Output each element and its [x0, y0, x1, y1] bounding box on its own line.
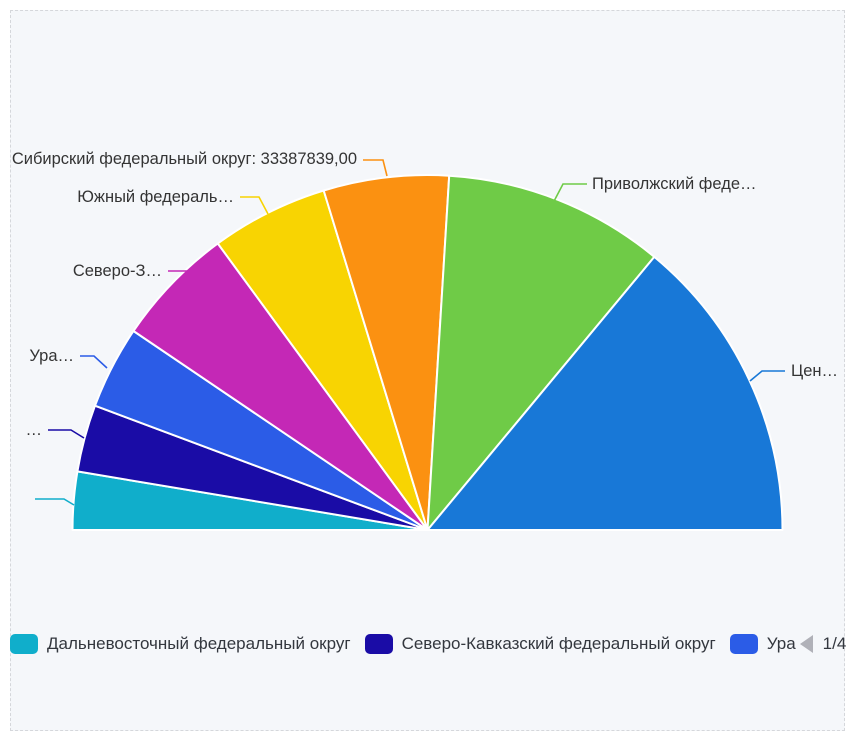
legend-label: Ура [766, 634, 796, 653]
legend-swatch [10, 634, 38, 654]
pie-slice-sibirskiy[interactable] [322, 174, 451, 531]
slice-callout-line-yuzhnyy [240, 196, 269, 215]
legend-label: Северо-Кавказский федеральный округ [401, 634, 716, 653]
slice-label-severo-kavkazskiy: … [26, 421, 43, 439]
legend-swatch [729, 634, 758, 654]
legend-item[interactable]: Дальневосточный федеральный округ [10, 634, 351, 654]
legend: Дальневосточный федеральный округ Северо-… [10, 630, 851, 658]
legend-label: Дальневосточный федеральный округ [47, 634, 351, 653]
slice-label-uralskiy: Ура… [29, 347, 74, 365]
legend-swatch [364, 634, 393, 654]
slice-label-privolzhskiy: Приволжский феде… [592, 175, 757, 193]
legend-item[interactable]: Ура [729, 634, 796, 654]
slice-label-yuzhnyy: Южный федераль… [77, 188, 234, 206]
slice-label-sibirskiy: Сибирский федеральный округ: 33387839,00 [12, 150, 357, 168]
pie-slice-tsentralnyy[interactable] [426, 255, 784, 531]
pie-slice-privolzhskiy[interactable] [426, 174, 656, 531]
slice-callout-line-severo-zapadnyy [168, 270, 206, 285]
slice-callout-line-severo-kavkazskiy [48, 429, 85, 439]
slice-callout-line-sibirskiy [363, 159, 388, 177]
slice-label-severo-zapadnyy: Северо-З… [73, 262, 162, 280]
slice-callout-line-dalnevostochnyy [35, 498, 75, 506]
legend-page-indicator: 1/4 [822, 634, 847, 653]
slice-label-tsentralnyy: Цен… [791, 362, 838, 380]
slice-callout-line-tsentralnyy [749, 370, 785, 382]
legend-item[interactable]: Северо-Кавказский федеральный округ [364, 634, 716, 654]
slice-callout-line-privolzhskiy [551, 183, 587, 206]
slice-callout-line-uralskiy [80, 355, 108, 369]
legend-prev-page-arrow-icon[interactable] [799, 635, 813, 653]
legend-pager: 1/4 [799, 634, 851, 654]
